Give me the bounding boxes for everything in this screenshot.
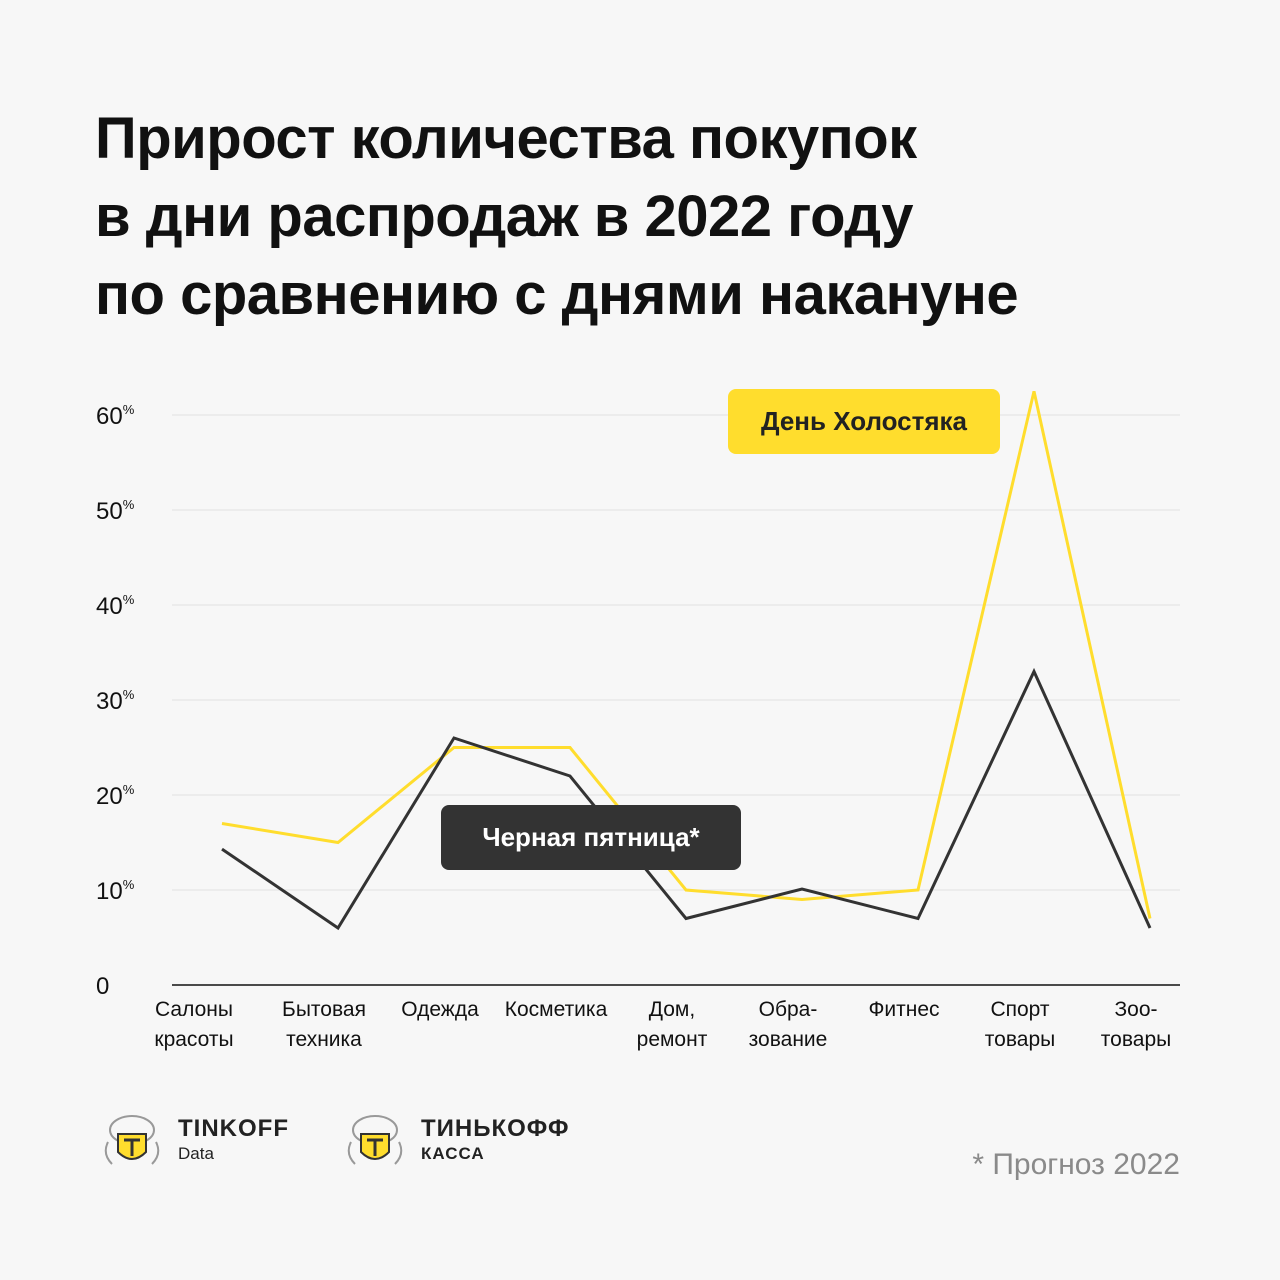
y-tick-value: 50 xyxy=(96,498,123,525)
line-chart: 010%20%30%40%50%60%СалоныкрасотыБытоваят… xyxy=(96,390,1180,1051)
y-tick-unit: % xyxy=(123,402,135,417)
logo-sub-text: КАССА xyxy=(421,1144,485,1163)
logo-main-text: TINKOFF xyxy=(178,1115,289,1142)
y-tick-value: 0 xyxy=(96,973,109,1000)
x-tick-label: Дом, xyxy=(649,998,695,1021)
y-tick-unit: % xyxy=(123,877,135,892)
y-tick-label: 50% xyxy=(96,497,135,525)
x-tick-label: товары xyxy=(985,1028,1055,1051)
y-tick-value: 40 xyxy=(96,593,123,620)
tinkoff-crest-icon xyxy=(104,1115,160,1165)
y-tick-unit: % xyxy=(123,497,135,512)
y-tick-label: 40% xyxy=(96,592,135,620)
tinkoff-kassa-logo: ТИНЬКОФФ КАССА xyxy=(343,1112,569,1170)
x-tick-label: Зоо- xyxy=(1114,998,1157,1021)
x-tick-label: Фитнес xyxy=(868,998,939,1021)
x-tick-label: Спорт xyxy=(990,998,1049,1021)
y-tick-value: 10 xyxy=(96,878,123,905)
y-tick-label: 0 xyxy=(96,973,109,1000)
title-line: Прирост количества покупок xyxy=(95,106,917,171)
tinkoff-crest-icon xyxy=(347,1115,403,1165)
logo-main-text: ТИНЬКОФФ xyxy=(421,1115,570,1142)
forecast-footnote: * Прогноз 2022 xyxy=(972,1148,1180,1181)
x-tick-label: красоты xyxy=(154,1028,233,1051)
y-tick-unit: % xyxy=(123,782,135,797)
y-tick-value: 30 xyxy=(96,688,123,715)
x-tick-label: Бытовая xyxy=(282,998,366,1021)
x-tick-label: Косметика xyxy=(505,998,608,1021)
y-tick-label: 10% xyxy=(96,877,135,905)
y-tick-value: 20 xyxy=(96,783,123,810)
logo-sub-text: Data xyxy=(178,1144,214,1163)
y-tick-label: 20% xyxy=(96,782,135,810)
legend-label-black-friday: Черная пятница* xyxy=(441,805,741,870)
x-tick-label: Салоны xyxy=(155,998,233,1021)
y-tick-unit: % xyxy=(123,592,135,607)
y-tick-label: 60% xyxy=(96,402,135,430)
tinkoff-data-logo: TINKOFF Data xyxy=(100,1112,289,1170)
x-tick-label: товары xyxy=(1101,1028,1171,1051)
x-tick-label: Обра- xyxy=(759,998,818,1021)
x-tick-label: Одежда xyxy=(401,998,479,1021)
legend-label-singles-day: День Холостяка xyxy=(728,389,1000,454)
x-tick-label: ремонт xyxy=(637,1028,708,1051)
title-line: в дни распродаж в 2022 году xyxy=(95,184,914,249)
y-tick-unit: % xyxy=(123,687,135,702)
page-title: Прирост количества покупок в дни распрод… xyxy=(95,100,1195,334)
x-tick-label: техника xyxy=(286,1028,362,1051)
x-tick-label: зование xyxy=(749,1028,828,1051)
y-tick-label: 30% xyxy=(96,687,135,715)
title-line: по сравнению с днями накануне xyxy=(95,262,1019,327)
y-tick-value: 60 xyxy=(96,403,123,430)
